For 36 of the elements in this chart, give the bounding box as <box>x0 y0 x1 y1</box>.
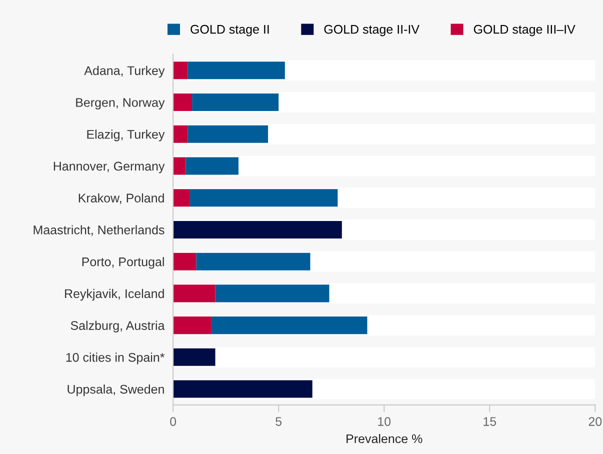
y-tick-label: Reykjavik, Iceland <box>65 288 164 301</box>
legend-label: GOLD stage II-IV <box>324 24 420 36</box>
y-tick-label: 10 cities in Spain* <box>66 352 165 364</box>
x-axis-title: Prevalence % <box>346 434 422 444</box>
bar <box>173 189 190 207</box>
x-tick-label: 10 <box>378 417 391 426</box>
bar <box>215 284 330 302</box>
y-tick-label: Hannover, Germany <box>54 162 165 174</box>
y-tick-label: Porto, Portugal <box>82 257 164 269</box>
bar <box>173 62 188 80</box>
x-tick-label: 0 <box>170 417 176 426</box>
bar <box>173 316 212 334</box>
legend-label: GOLD stage III–IV <box>474 24 576 36</box>
y-tick-label: Krakow, Poland <box>78 193 164 204</box>
x-tick-label: 15 <box>484 417 496 426</box>
bar <box>173 252 196 270</box>
y-tick-label: Maastricht, Netherlands <box>34 225 164 236</box>
bar <box>186 157 238 175</box>
y-tick-label: Adana, Turkey <box>84 66 165 78</box>
legend-label: GOLD stage II <box>190 24 269 36</box>
bar <box>173 125 188 143</box>
bar <box>188 125 268 143</box>
bar <box>188 62 285 80</box>
y-tick-label: Salzburg, Austria <box>70 320 165 332</box>
y-tick-label: Elazig, Turkey <box>87 130 165 142</box>
bar <box>173 284 216 302</box>
bar <box>192 94 279 112</box>
y-tick-label: Bergen, Norway <box>76 98 165 110</box>
bar <box>196 252 310 270</box>
bar <box>173 94 192 112</box>
bar <box>173 157 186 175</box>
x-tick-label: 5 <box>276 417 282 426</box>
bar <box>173 380 312 398</box>
y-tick-label: Uppsala, Sweden <box>68 384 164 396</box>
bar <box>173 348 216 366</box>
x-tick-label: 20 <box>588 417 602 426</box>
